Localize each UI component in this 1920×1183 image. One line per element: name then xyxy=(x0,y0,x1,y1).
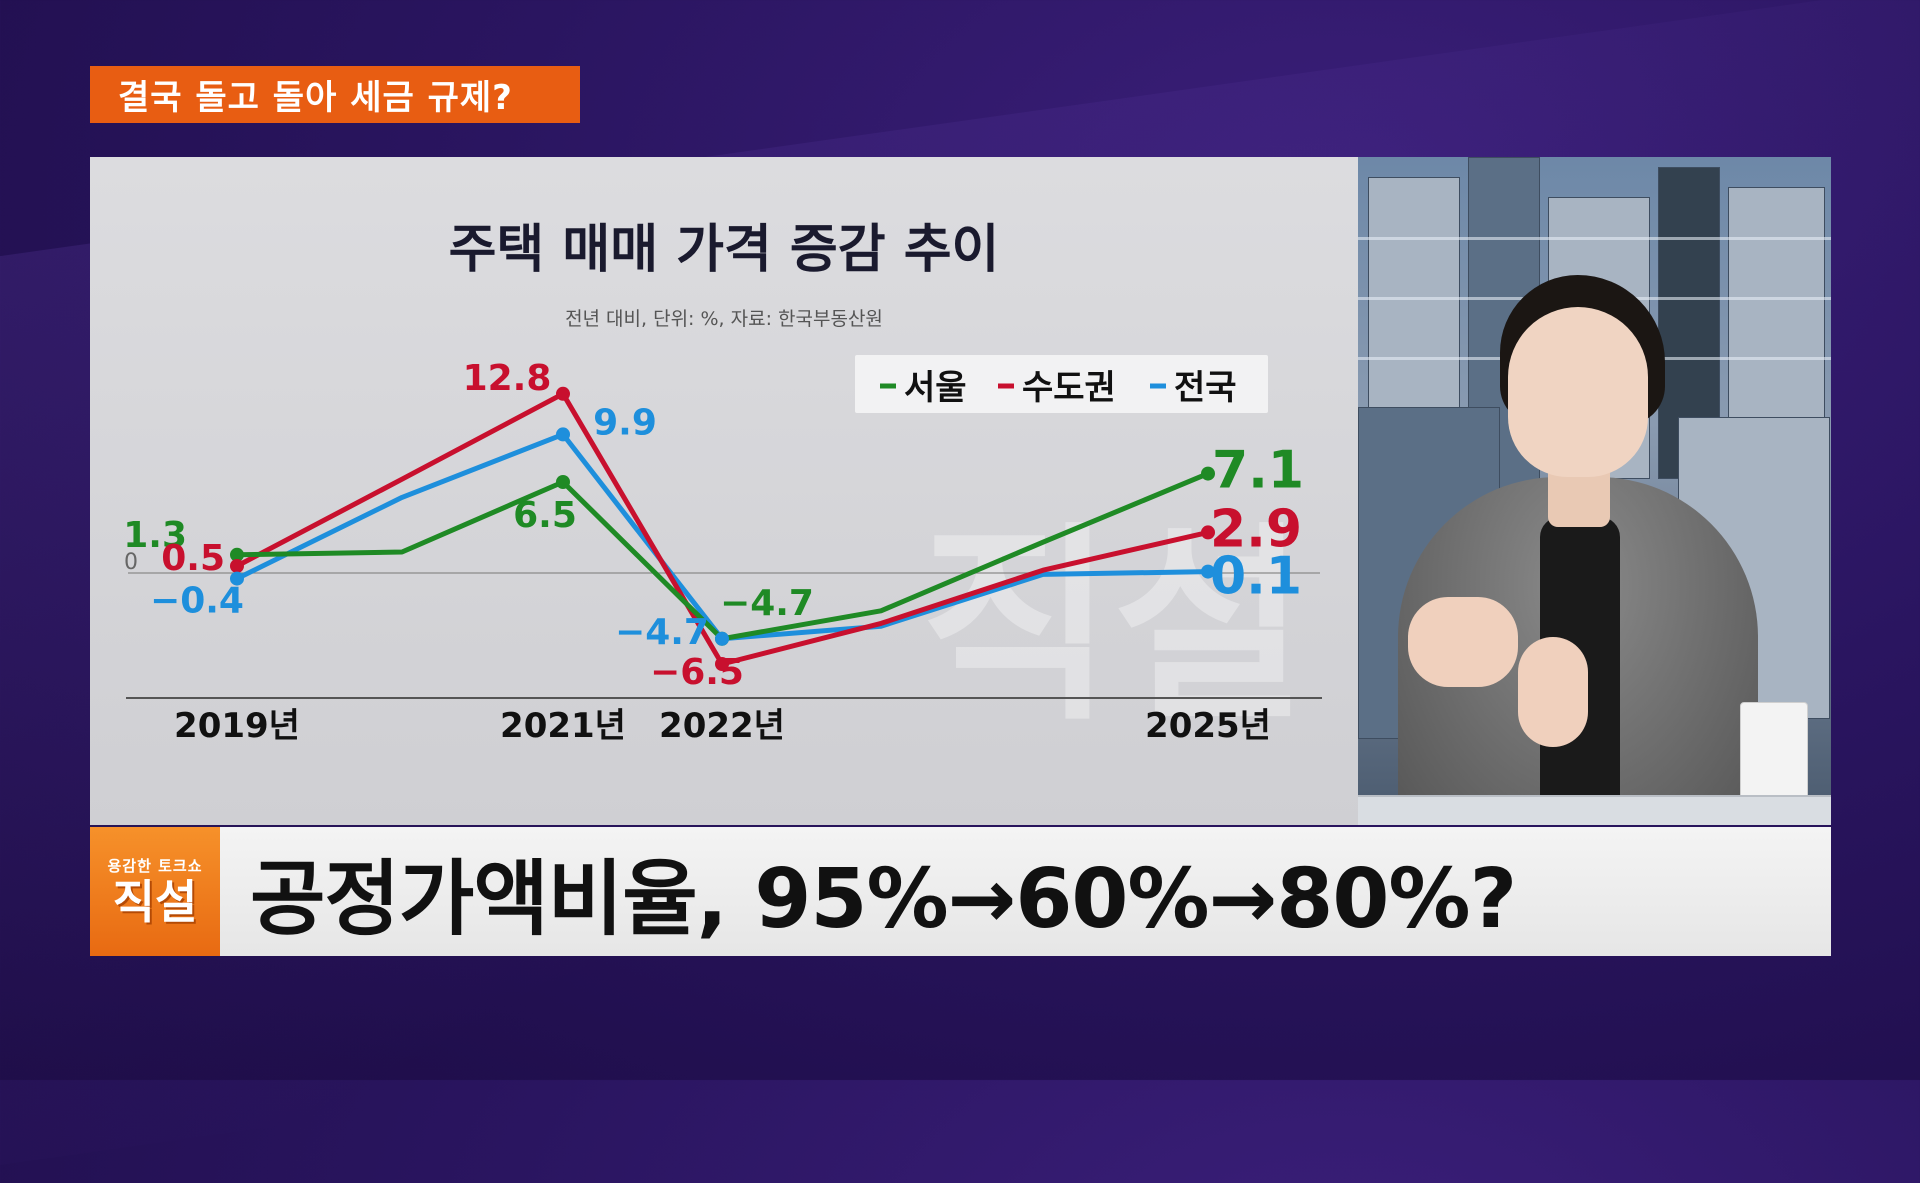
data-point xyxy=(230,547,244,562)
legend-label: 서울 xyxy=(904,368,967,408)
data-point xyxy=(715,631,729,646)
data-point xyxy=(1201,466,1215,481)
data-point xyxy=(230,571,244,586)
show-logo: 용감한 토크쇼 직설 xyxy=(90,827,220,956)
x-tick-label: 2025년 xyxy=(1145,706,1271,746)
legend-label: 수도권 xyxy=(1022,368,1116,408)
window-row xyxy=(1358,237,1831,240)
data-point xyxy=(715,657,729,671)
show-logo-subtitle: 용감한 토크쇼 xyxy=(107,857,203,875)
data-label: −4.7 xyxy=(720,583,814,624)
video-feed xyxy=(1358,157,1831,825)
data-label: −0.4 xyxy=(150,581,244,622)
show-logo-title: 직설 xyxy=(112,875,198,929)
x-tick-label: 2022년 xyxy=(659,706,785,746)
data-label: 12.8 xyxy=(463,358,552,399)
data-label: 1.3 xyxy=(123,515,187,556)
data-point xyxy=(556,427,570,442)
chart-title: 주택 매매 가격 증감 추이 xyxy=(449,220,1000,280)
data-label: 2.9 xyxy=(1210,499,1302,559)
data-point xyxy=(230,559,244,573)
desk xyxy=(1358,795,1831,825)
data-point xyxy=(556,386,570,401)
data-label: 0.5 xyxy=(161,538,225,579)
data-point xyxy=(1201,564,1215,579)
chart-panel: 직설 주택 매매 가격 증감 추이 전년 대비, 단위: %, 자료: 한국부동산… xyxy=(90,157,1358,825)
data-point xyxy=(1201,525,1215,540)
data-point xyxy=(556,475,570,489)
chart-subtitle: 전년 대비, 단위: %, 자료: 한국부동산원 xyxy=(565,308,883,330)
data-label: 0.1 xyxy=(1210,547,1302,607)
speaker-hand xyxy=(1518,637,1588,747)
data-label: 7.1 xyxy=(1212,441,1304,501)
data-label: 6.5 xyxy=(513,495,577,536)
x-tick-label: 2019년 xyxy=(174,706,300,746)
speaker-face xyxy=(1508,307,1648,477)
data-label: 9.9 xyxy=(593,402,657,443)
data-label: −4.7 xyxy=(615,612,709,653)
topic-tag: 결국 돌고 돌아 세금 규제? xyxy=(90,66,580,123)
speaker-hand xyxy=(1408,597,1518,687)
x-tick-label: 2021년 xyxy=(500,706,626,746)
caption-text: 공정가액비율, 95%→60%→80%? xyxy=(250,852,1517,947)
zero-label: 0 xyxy=(124,550,138,575)
legend-box xyxy=(855,355,1268,413)
paper-cup xyxy=(1740,702,1808,809)
data-label: −6.5 xyxy=(650,652,744,693)
legend-label: 전국 xyxy=(1174,368,1237,408)
caption-bar xyxy=(90,827,1831,956)
